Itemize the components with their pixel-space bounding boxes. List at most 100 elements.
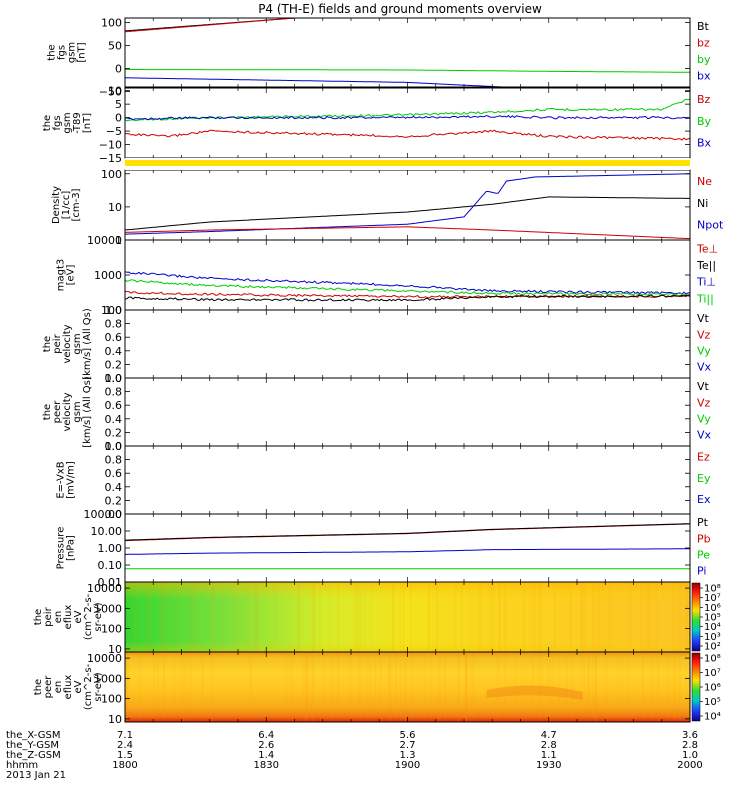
series-line-Bz xyxy=(124,129,691,141)
spectrogram-column xyxy=(388,652,391,722)
spectrogram-column xyxy=(211,652,214,722)
legend-label: Ti|| xyxy=(696,292,714,305)
panel-frame xyxy=(124,377,691,447)
spectrogram-column xyxy=(431,582,434,652)
panel-3: 100 10 1 Density[1/cc][cm-3] Ne Ni Npot xyxy=(51,168,724,247)
y-axis-label: thepeirenefluxeV(cm^2-s-sr-eV) xyxy=(33,593,104,640)
spectrogram-column xyxy=(440,582,443,652)
y-tick-label: 10000 xyxy=(87,652,122,665)
colorbar-tick-label: 10⁶ xyxy=(704,603,721,614)
colorbar-tick-label: 10³ xyxy=(704,632,721,643)
colorbar-tick-label: 10⁴ xyxy=(704,622,721,633)
spectrogram-column xyxy=(180,652,183,722)
spectrogram-column xyxy=(580,582,583,652)
spectrogram-column xyxy=(212,582,215,652)
spectrogram-column xyxy=(142,582,145,652)
spectrogram-column xyxy=(668,652,671,722)
spectrogram-column xyxy=(665,652,668,722)
y-axis-label-line: [nPa] xyxy=(66,535,77,561)
spectrogram-column xyxy=(472,652,475,722)
y-axis-label-line: Density xyxy=(51,186,62,224)
spectrogram-column xyxy=(232,582,235,652)
orbit-row-value: 7.1 xyxy=(117,730,133,741)
spectrogram-column xyxy=(366,652,369,722)
y-tick-label: 10000 xyxy=(87,234,122,247)
spectrogram-column xyxy=(525,652,528,722)
orbit-row-label: the_Y-GSM xyxy=(6,740,59,751)
spectrogram-column xyxy=(337,582,340,652)
spectrogram-column xyxy=(565,652,568,722)
spectrogram-column xyxy=(249,652,252,722)
spectrogram-column xyxy=(127,582,130,652)
legend-label: Vy xyxy=(697,344,711,357)
spectrogram-column xyxy=(558,652,561,722)
orbit-row-value: 1.0 xyxy=(682,750,698,761)
spectrogram-column xyxy=(193,582,196,652)
spectrogram-column xyxy=(354,582,357,652)
panel-frame xyxy=(124,169,691,241)
spectrogram-column xyxy=(175,582,178,652)
legend: Bt bz by bx xyxy=(697,20,711,82)
spectrogram-column xyxy=(370,582,373,652)
spectrogram-column xyxy=(685,582,688,652)
spectrogram-column xyxy=(126,652,129,722)
spectrogram-column xyxy=(427,582,430,652)
legend-label: Te|| xyxy=(696,259,716,272)
spectrogram-column xyxy=(581,582,584,652)
y-tick-label: 0.0 xyxy=(105,508,123,521)
y-axis-label-line: the xyxy=(33,679,44,695)
spectrogram-column xyxy=(349,652,352,722)
spectrogram-column xyxy=(468,582,471,652)
y-axis-label-line: gsm xyxy=(67,42,78,63)
y-tick-label: 50 xyxy=(108,40,122,53)
y-axis-label-line: the xyxy=(42,115,53,131)
spectrogram-column xyxy=(160,582,163,652)
orbit-row-value: 2.4 xyxy=(117,740,133,751)
spectrogram-column xyxy=(311,582,314,652)
y-tick-label: 0.2 xyxy=(105,358,123,371)
y-tick-label: 0.2 xyxy=(105,494,123,507)
spectrogram-column xyxy=(678,652,681,722)
panels: 100500−50thefgsgsm[nT]Btbzbybx1050−5−10−… xyxy=(33,17,724,726)
spectrogram-column xyxy=(454,582,457,652)
y-axis-label: Density[1/cc][cm-3] xyxy=(51,186,82,224)
colorbar-tick-label: 10⁵ xyxy=(704,613,721,624)
panel-frame xyxy=(124,513,691,583)
colorbar-tick-label: 10⁷ xyxy=(704,593,721,604)
spectrogram-column xyxy=(685,652,688,722)
y-tick-label: 0.6 xyxy=(105,331,123,344)
orbit-row-value: 1.1 xyxy=(541,750,557,761)
y-axis-label-line: peir xyxy=(43,606,54,626)
y-axis-label-line: the xyxy=(47,44,58,60)
y-tick-label: 100 xyxy=(101,693,122,706)
spectrogram-column xyxy=(194,582,197,652)
legend-label: Vt xyxy=(697,380,710,393)
orbit-row-value: 1900 xyxy=(395,760,420,771)
spectrogram-column xyxy=(190,652,193,722)
spectrogram-column xyxy=(201,652,204,722)
spectrogram-column xyxy=(328,582,331,652)
y-axis-label-line: [eV] xyxy=(66,265,77,286)
panel-frame xyxy=(124,445,691,515)
legend-label: Pb xyxy=(697,532,711,545)
spectrogram-column xyxy=(359,582,362,652)
y-axis-label-line: [km/s] (All Qs) xyxy=(82,376,93,448)
spectrogram-column xyxy=(285,652,288,722)
y-axis-label-line: velocity xyxy=(62,324,73,363)
spectrogram-column xyxy=(587,652,590,722)
series-line-Bx xyxy=(124,114,691,121)
y-tick-label: −10 xyxy=(99,139,122,152)
spectrogram-column xyxy=(369,652,372,722)
spectrogram-column xyxy=(379,652,382,722)
legend-label: By xyxy=(697,115,712,128)
spectrogram-column xyxy=(480,582,483,652)
spectrogram-column xyxy=(153,652,156,722)
legend: Bz By Bx xyxy=(697,93,712,150)
panel-frame xyxy=(124,309,691,379)
y-tick-label: 10.00 xyxy=(91,525,123,538)
legend: Vt Vz Vy Vx xyxy=(697,312,712,374)
spectrogram-overlay xyxy=(125,582,690,652)
